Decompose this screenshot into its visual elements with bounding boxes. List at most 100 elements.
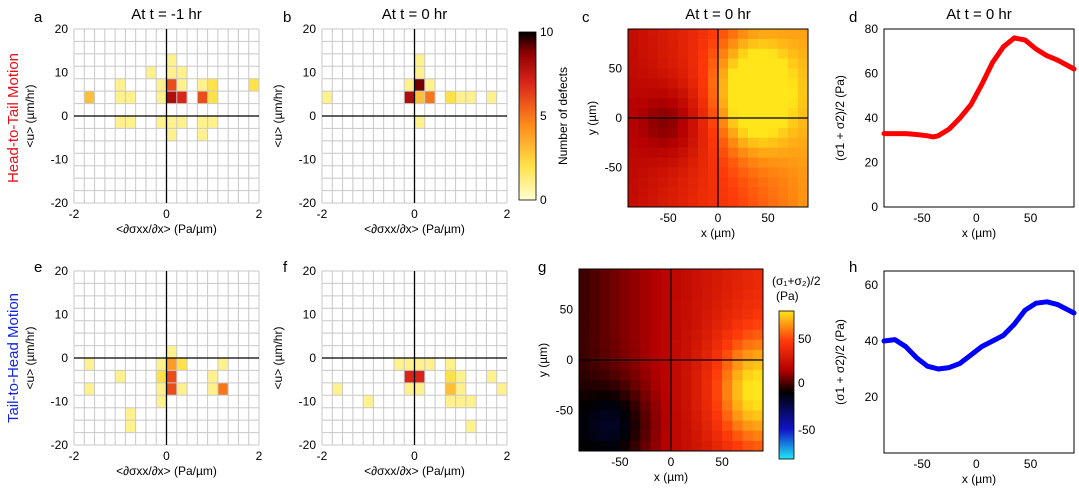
- stress-map-cell: [691, 279, 703, 290]
- stress-map-cell: [660, 289, 672, 300]
- stress-map-cell: [609, 390, 621, 401]
- stress-map-cell: [698, 167, 709, 178]
- stress-map-cell: [711, 380, 723, 391]
- stress-map-cell: [658, 58, 669, 70]
- stress-map-cell: [678, 78, 689, 89]
- stress-map-cell: [650, 269, 662, 280]
- stress-map-cell: [798, 127, 809, 139]
- x-axis-label: <∂σxx/∂x> (Pa/µm): [116, 222, 217, 236]
- stress-map-cell: [688, 177, 699, 188]
- stress-map-cell: [599, 430, 611, 442]
- stress-map-cell: [768, 137, 779, 149]
- stress-map-cell: [728, 58, 739, 70]
- stress-map-cell: [701, 410, 713, 422]
- stress-map-cell: [778, 29, 789, 40]
- stress-map-cell: [640, 309, 652, 321]
- stress-map-cell: [718, 147, 729, 159]
- stress-map-cell: [758, 127, 769, 139]
- stress-map-cell: [728, 137, 739, 149]
- stress-map-cell: [678, 127, 689, 139]
- stress-map-cell: [748, 38, 759, 50]
- stress-map-cell: [718, 167, 729, 178]
- stress-map-cell: [708, 187, 719, 198]
- stress-map-cell: [660, 360, 672, 371]
- stress-map-cell: [738, 137, 749, 149]
- stress-map-cell: [671, 360, 682, 371]
- stress-map-cell: [609, 289, 621, 300]
- stress-map-cell: [718, 78, 729, 89]
- y-axis-label: <u> (µm/hr): [271, 327, 285, 390]
- stress-map-cell: [722, 269, 733, 280]
- axes-frame: [883, 28, 1075, 208]
- stress-map-cell: [599, 380, 611, 391]
- stress-map-cell: [728, 177, 739, 188]
- stress-map-cell: [768, 177, 779, 188]
- stress-map-cell: [668, 58, 679, 70]
- stress-map-cell: [768, 29, 779, 40]
- stress-map-cell: [650, 390, 662, 401]
- stress-map-cell: [711, 400, 723, 412]
- y-tick-label: 10: [303, 66, 317, 80]
- stress-map-cell: [742, 430, 754, 442]
- stress-map-cell: [788, 98, 799, 109]
- stress-map-cell: [748, 118, 759, 129]
- stress-map-cell: [732, 309, 744, 321]
- histogram-cell: [84, 358, 95, 371]
- stress-map-cell: [788, 58, 799, 70]
- stress-map-cell: [678, 98, 689, 109]
- stress-map-cell: [638, 68, 649, 79]
- stress-map-cell: [748, 127, 759, 139]
- stress-map-cell: [628, 98, 639, 109]
- histogram-cell: [176, 358, 188, 371]
- stress-map-cell: [640, 410, 652, 422]
- stress-map-cell: [701, 349, 713, 361]
- stress-map-cell: [648, 167, 659, 178]
- stress-map-cell: [722, 289, 733, 300]
- stress-map-cell: [658, 78, 669, 89]
- stress-map-cell: [658, 29, 669, 40]
- y-tick-label: -20: [299, 438, 317, 452]
- stress-map-cell: [732, 400, 744, 412]
- stress-map-cell: [658, 118, 669, 129]
- panel-letter-d: d: [849, 9, 857, 26]
- stress-map-cell: [718, 68, 729, 79]
- stress-map-cell: [628, 137, 639, 149]
- stress-map-cell: [628, 68, 639, 79]
- stress-map-cell: [630, 380, 641, 391]
- stress-map-cell: [688, 127, 699, 139]
- stress-map-cell: [708, 197, 719, 208]
- stress-map-cell: [752, 279, 764, 290]
- stress-map-cell: [619, 289, 631, 300]
- stress-map-cell: [579, 329, 590, 341]
- stress-map-cell: [701, 269, 713, 280]
- y-tick-label: -20: [51, 196, 69, 210]
- stress-map-cell: [678, 29, 689, 40]
- histogram-cell: [363, 395, 374, 408]
- stress-map-cell: [628, 48, 639, 60]
- stress-map-cell: [742, 329, 754, 341]
- stress-map-cell: [788, 88, 799, 99]
- stress-map-cell: [638, 197, 649, 208]
- stress-map-cell: [708, 88, 719, 99]
- stress-map-cell: [742, 390, 754, 401]
- stress-map-cell: [758, 118, 769, 129]
- stress-map-cell: [640, 430, 652, 442]
- stress-map-cell: [752, 319, 764, 331]
- stress-map-cell: [648, 177, 659, 188]
- stress-map-cell: [758, 187, 769, 198]
- stress-map-cell: [798, 88, 809, 99]
- stress-map-cell: [658, 167, 669, 178]
- histogram-cell: [414, 91, 425, 104]
- stress-map-cell: [599, 410, 611, 422]
- x-axis-label: x (µm): [701, 226, 735, 240]
- stress-map-cell: [638, 98, 649, 109]
- stress-map-cell: [609, 269, 621, 280]
- stress-map-cell: [728, 197, 739, 208]
- stress-map-cell: [681, 299, 692, 310]
- stress-map-cell: [640, 380, 652, 391]
- stress-map-cell: [798, 98, 809, 109]
- x-tick-label: 2: [504, 207, 511, 221]
